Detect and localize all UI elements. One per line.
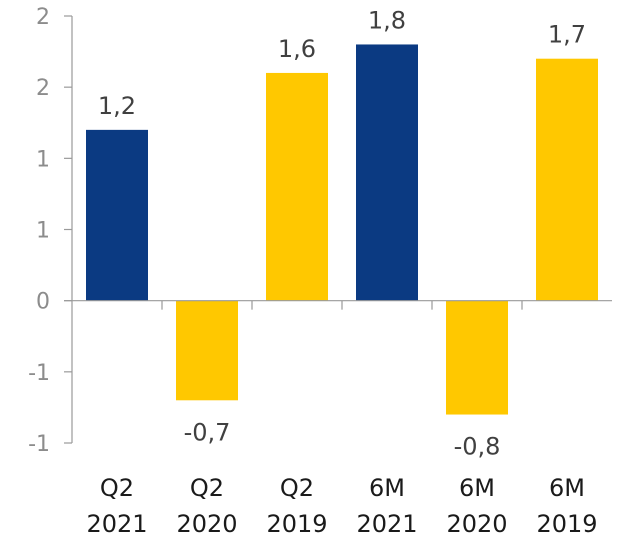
x-tick-label: 2020 [176,510,237,538]
x-tick-label: 2021 [356,510,417,538]
x-tick-label: 2019 [266,510,327,538]
y-tick-label: -1 [28,432,50,457]
x-tick-label: 6M [549,474,585,502]
bar [86,129,148,301]
bars [86,44,598,415]
bar [446,300,508,415]
y-tick-label: 2 [36,76,50,101]
y-tick-label: 1 [36,147,50,172]
x-tick-label: 2020 [446,510,507,538]
data-label: -0,8 [454,433,501,461]
y-tick-label: 2 [36,5,50,30]
data-label: 1,6 [278,35,316,63]
bar [176,300,238,401]
data-label: -0,7 [184,418,231,446]
bar [266,72,328,301]
x-tick-label: Q2 [100,474,134,502]
data-labels: 1,2 -0,7 1,6 1,8 -0,8 1,7 [98,6,586,460]
data-label: 1,2 [98,92,136,120]
y-tick-label: 1 [36,219,50,244]
y-tick-label: -1 [28,361,50,386]
y-axis: 2 2 1 1 0 -1 -1 [28,5,73,457]
x-tick-label: Q2 [280,474,314,502]
x-tick-label: 2019 [536,510,597,538]
bar [356,44,418,301]
x-tick-label: Q2 [190,474,224,502]
x-tick-label: 2021 [86,510,147,538]
y-tick-label: 0 [36,290,50,315]
x-tick-label: 6M [369,474,405,502]
x-tick-label: 6M [459,474,495,502]
data-label: 1,8 [368,6,406,34]
bar [536,58,598,301]
data-label: 1,7 [548,21,586,49]
x-axis: Q2 2021 Q2 2020 Q2 2019 6M 2021 6M 2020 6M 2019 [64,300,612,538]
